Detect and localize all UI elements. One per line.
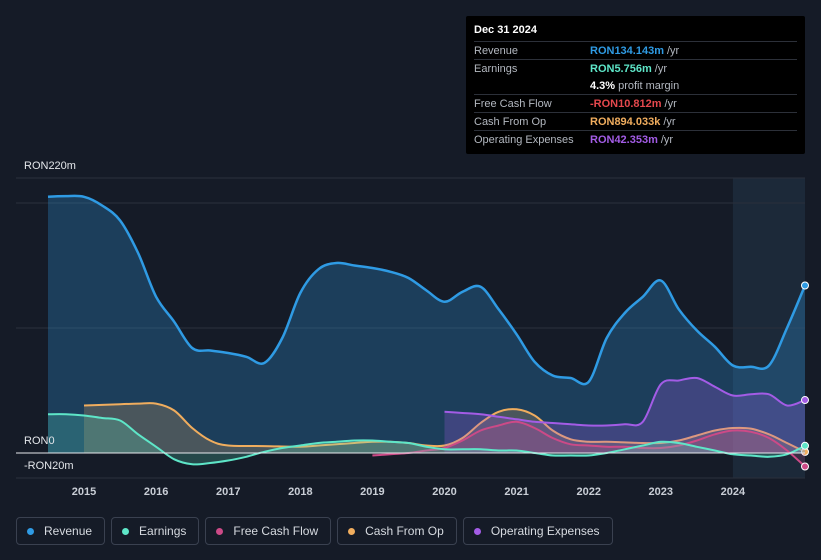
legend-item-operating-expenses[interactable]: Operating Expenses [462, 517, 613, 545]
x-tick-label: 2016 [143, 486, 169, 498]
legend-dot-icon [473, 527, 481, 535]
tooltip-row-value: RON134.143m [590, 44, 664, 57]
legend-label: Revenue [44, 524, 93, 538]
x-tick-label: 2019 [360, 486, 385, 498]
tooltip-row: Free Cash Flow -RON10.812m/yr [474, 94, 797, 112]
tooltip-row-unit: /yr [663, 115, 676, 128]
legend-dot-icon [216, 527, 224, 535]
tooltip-row-label: Revenue [474, 44, 519, 57]
x-tick-label: 2021 [504, 486, 529, 498]
tooltip-row: Revenue RON134.143m/yr [474, 41, 797, 59]
x-tick-label: 2020 [432, 486, 457, 498]
x-tick-label: 2017 [215, 486, 241, 498]
free-cash-flow-end-marker [801, 462, 809, 471]
tooltip-row-label: Cash From Op [474, 115, 547, 128]
x-tick-label: 2023 [648, 486, 674, 498]
tooltip-row-value: RON5.756m [590, 62, 652, 75]
y-axis-zero-label: RON0 [24, 435, 55, 447]
tooltip-row: 4.3% profit margin [474, 77, 797, 94]
tooltip-row-value: RON42.353m [590, 133, 658, 146]
y-axis-top-label: RON220m [24, 160, 76, 172]
earnings-end-marker [801, 441, 809, 450]
legend-item-free-cash-flow[interactable]: Free Cash Flow [205, 517, 332, 545]
legend-item-earnings[interactable]: Earnings [111, 517, 200, 545]
tooltip-row: Earnings RON5.756m/yr [474, 59, 797, 77]
tooltip-row-unit: /yr [667, 44, 680, 57]
cash-from-op-line [83, 402, 806, 453]
tooltip-row-label: Free Cash Flow [474, 97, 552, 110]
data-tooltip: Dec 31 2024 Revenue RON134.143m/yr Earning… [466, 16, 805, 154]
x-tick-label: 2022 [576, 486, 601, 498]
x-tick-label: 2018 [288, 486, 313, 498]
tooltip-row: Cash From Op RON894.033k/yr [474, 112, 797, 130]
legend-label: Earnings [139, 524, 187, 538]
legend: Revenue Earnings Free Cash Flow Cash From O… [16, 517, 613, 545]
x-tick-label: 2015 [71, 486, 97, 498]
x-tick-label: 2024 [720, 486, 746, 498]
tooltip-row-unit: /yr [654, 62, 667, 75]
revenue-line [47, 194, 807, 386]
legend-label: Free Cash Flow [233, 524, 319, 538]
legend-dot-icon [27, 527, 34, 535]
tooltip-row-label: Earnings [474, 62, 518, 75]
legend-item-revenue[interactable]: Revenue [16, 517, 106, 545]
legend-label: Cash From Op [365, 524, 444, 538]
tooltip-date: Dec 31 2024 [474, 24, 537, 36]
operating-expenses-end-marker [801, 396, 809, 405]
tooltip-row-unit: /yr [660, 133, 674, 146]
legend-dot-icon [122, 527, 130, 535]
tooltip-row-unit: profit margin [618, 79, 680, 92]
legend-item-cash-from-op[interactable]: Cash From Op [337, 517, 457, 545]
tooltip-row-unit: /yr [664, 97, 677, 110]
revenue-end-marker [801, 281, 809, 290]
tooltip-row: Operating Expenses RON42.353m/yr [474, 130, 797, 148]
free-cash-flow-line [372, 420, 806, 468]
tooltip-row-value: -RON10.812m [590, 97, 662, 110]
tooltip-row-label: Operating Expenses [474, 133, 574, 146]
tooltip-row-value: RON894.033k [590, 115, 661, 128]
tooltip-row-value: 4.3% [590, 79, 616, 92]
revenue-area [48, 195, 805, 453]
legend-label: Operating Expenses [490, 524, 600, 538]
y-axis-neg-label: -RON20m [24, 460, 74, 472]
free-cash-flow-area [372, 421, 805, 467]
operating-expenses-line [444, 376, 806, 427]
legend-dot-icon [348, 527, 356, 535]
earnings-line [47, 413, 806, 466]
